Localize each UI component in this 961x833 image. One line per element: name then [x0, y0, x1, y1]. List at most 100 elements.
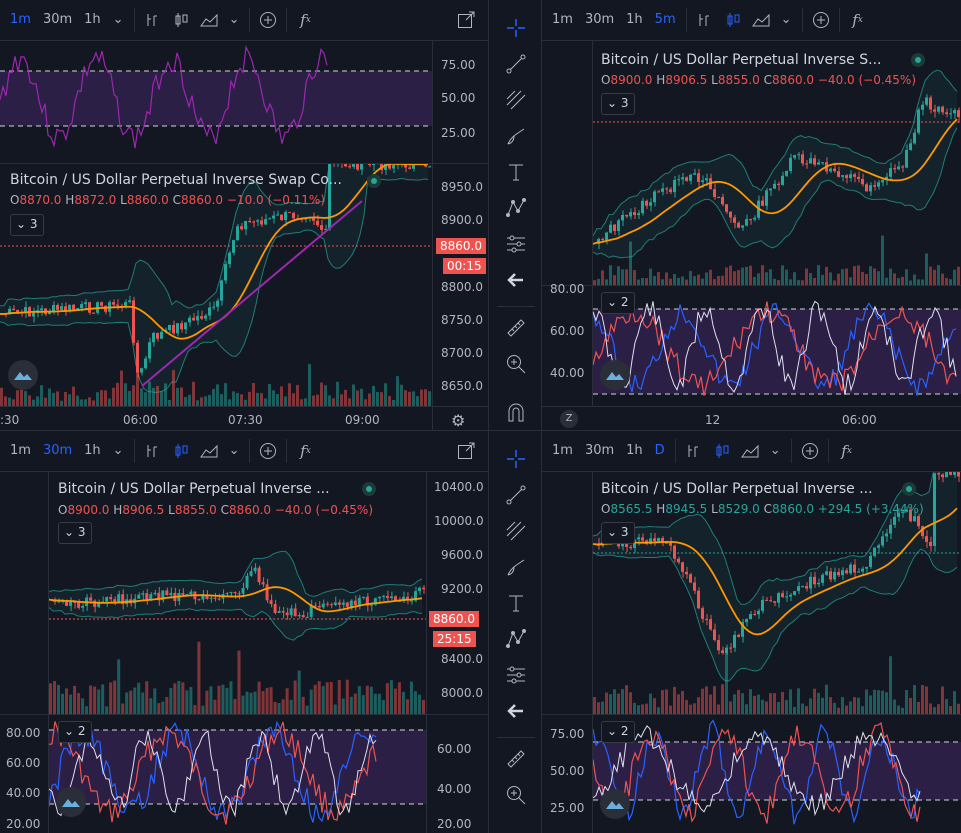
rsi-axis-label: 75.00 [441, 58, 476, 72]
popout-icon[interactable] [452, 0, 480, 40]
text-icon[interactable] [489, 585, 541, 621]
legend-collapse-button[interactable]: ⌄ 3 [58, 522, 92, 544]
area-chart-icon[interactable] [195, 0, 223, 40]
interval-1h[interactable]: 1h [84, 443, 101, 458]
pattern-icon[interactable] [489, 621, 541, 657]
compare-icon[interactable] [691, 0, 719, 40]
chevron-down-icon[interactable]: ⌄ [769, 443, 781, 458]
settings-gear-icon[interactable]: ⚙ [451, 411, 466, 430]
candles-icon[interactable] [708, 431, 736, 471]
rsi-pane-top-left[interactable] [0, 41, 488, 163]
chevron-down-icon[interactable]: ⌄ [780, 12, 792, 27]
interval-30m[interactable]: 30m [42, 443, 73, 458]
zoom-in-icon[interactable] [489, 346, 541, 382]
add-indicator-icon[interactable] [807, 0, 835, 40]
trend-line-icon[interactable] [489, 46, 541, 82]
tradingview-logo-icon[interactable] [56, 787, 86, 817]
add-indicator-icon[interactable] [254, 0, 282, 40]
ruler-icon[interactable] [489, 741, 541, 777]
panel-divider[interactable] [0, 430, 961, 431]
interval-5m[interactable]: 5m [654, 12, 676, 27]
interval-30m[interactable]: 30m [42, 12, 73, 27]
chevron-down-icon[interactable]: ⌄ [112, 12, 124, 27]
add-indicator-icon[interactable] [796, 431, 824, 471]
add-indicator-icon[interactable] [254, 431, 282, 471]
rsi-pane-bottom-right[interactable] [593, 715, 961, 833]
time-axis-label: 06:00 [123, 413, 158, 427]
area-chart-icon[interactable] [195, 431, 223, 471]
forecast-icon[interactable] [489, 226, 541, 262]
ruler-icon[interactable] [489, 310, 541, 346]
zoom-in-icon[interactable] [489, 777, 541, 813]
back-arrow-icon[interactable] [489, 693, 541, 729]
price-pane-top-right[interactable] [593, 41, 961, 285]
price-axis-border [426, 472, 427, 833]
crosshair-icon[interactable] [489, 10, 541, 46]
fib-icon[interactable] [489, 82, 541, 118]
fib-icon[interactable] [489, 513, 541, 549]
chevron-down-icon[interactable]: ⌄ [112, 443, 124, 458]
rsi-line-slow [593, 721, 921, 824]
forecast-icon[interactable] [489, 657, 541, 693]
interval-30m[interactable]: 30m [584, 443, 615, 458]
rsi-pane-bottom-left[interactable] [49, 715, 426, 833]
rsi-axis-label: 80.00 [550, 282, 585, 296]
trend-line-icon[interactable] [489, 477, 541, 513]
brush-icon[interactable] [489, 118, 541, 154]
candles-icon[interactable] [167, 0, 195, 40]
tradingview-logo-icon[interactable] [8, 360, 38, 390]
rsi-pane-top-right[interactable] [593, 286, 961, 406]
interval-1h[interactable]: 1h [626, 12, 643, 27]
chevron-down-icon[interactable]: ⌄ [228, 12, 240, 27]
interval-1m[interactable]: 1m [552, 12, 573, 27]
rsi-collapse-button[interactable]: ⌄ 2 [58, 721, 92, 743]
pattern-icon[interactable] [489, 190, 541, 226]
pane-divider[interactable] [0, 714, 488, 715]
pane-divider[interactable] [542, 285, 961, 286]
interval-1d[interactable]: D [654, 443, 665, 458]
tradingview-logo-icon[interactable] [600, 360, 630, 390]
area-chart-icon[interactable] [747, 0, 775, 40]
brush-icon[interactable] [489, 549, 541, 585]
compare-icon[interactable] [680, 431, 708, 471]
interval-30m[interactable]: 30m [584, 12, 615, 27]
crosshair-icon[interactable] [489, 441, 541, 477]
popout-icon[interactable] [452, 431, 480, 471]
rsi-collapse-button[interactable]: ⌄ 2 [601, 292, 635, 314]
legend-collapse-button[interactable]: ⌄ 3 [601, 93, 635, 115]
magnet-icon[interactable] [489, 394, 541, 430]
interval-1h[interactable]: 1h [84, 12, 101, 27]
price-pane-top-left[interactable] [0, 164, 432, 406]
area-chart-icon[interactable] [736, 431, 764, 471]
pane-divider[interactable] [542, 714, 961, 715]
price-pane-bottom-left[interactable] [49, 472, 426, 714]
back-arrow-icon[interactable] [489, 262, 541, 298]
rsi-collapse-button[interactable]: ⌄ 2 [601, 721, 635, 743]
price-pane-bottom-right[interactable] [593, 472, 961, 714]
interval-1h[interactable]: 1h [626, 443, 643, 458]
compare-icon[interactable] [139, 0, 167, 40]
rsi-axis-label: 60.00 [437, 742, 472, 756]
price-axis-label: 9200.0 [441, 582, 483, 596]
compare-icon[interactable] [139, 431, 167, 471]
interval-1m[interactable]: 1m [10, 12, 31, 27]
interval-1m[interactable]: 1m [10, 443, 31, 458]
interval-1m[interactable]: 1m [552, 443, 573, 458]
text-icon[interactable] [489, 154, 541, 190]
legend-collapse-button[interactable]: ⌄ 3 [601, 522, 635, 544]
candles-icon[interactable] [719, 0, 747, 40]
timezone-button[interactable]: Z [560, 410, 578, 428]
candles-icon[interactable] [167, 431, 195, 471]
chevron-down-icon[interactable]: ⌄ [228, 443, 240, 458]
tradingview-logo-icon[interactable] [600, 789, 630, 819]
legend-collapse-button[interactable]: ⌄ 3 [10, 214, 44, 236]
pane-divider[interactable] [0, 163, 488, 164]
